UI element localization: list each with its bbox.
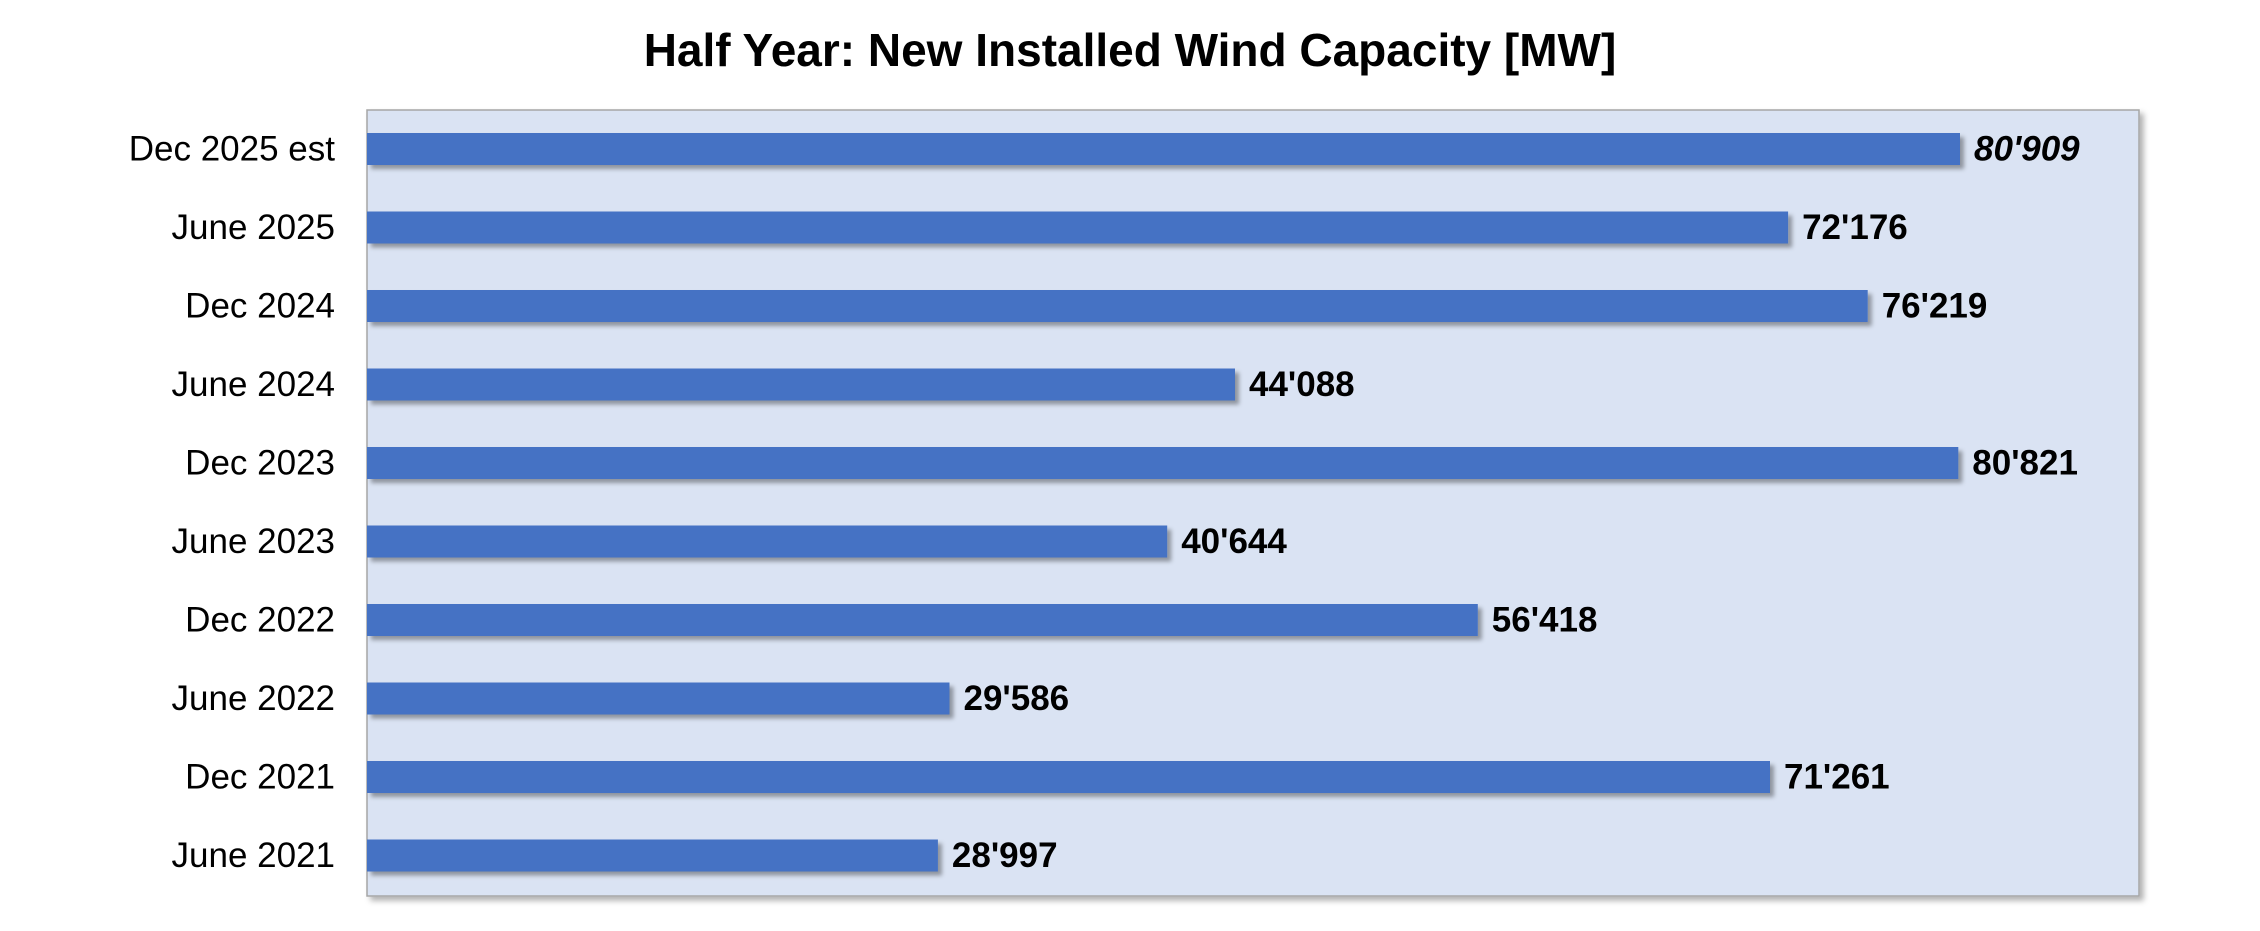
category-label-june-2022: June 2022	[172, 679, 335, 718]
category-label-dec-2022: Dec 2022	[185, 601, 335, 640]
bars-group	[367, 133, 1960, 872]
data-label-dec-2023: 80'821	[1972, 444, 2078, 483]
data-label-dec-2022: 56'418	[1492, 601, 1598, 640]
category-label-june-2024: June 2024	[172, 365, 335, 404]
bar-dec-2024	[367, 290, 1868, 322]
category-labels: Dec 2025 est June 2025 Dec 2024 June 2024 De…	[129, 130, 336, 876]
data-label-june-2025: 72'176	[1802, 208, 1908, 247]
bar-dec-2023	[367, 447, 1959, 479]
category-label-june-2021: June 2021	[172, 836, 335, 875]
category-label-dec-2024: Dec 2024	[185, 287, 335, 326]
bar-june-2024	[367, 368, 1235, 401]
bar-june-2022	[367, 682, 950, 715]
category-label-june-2023: June 2023	[172, 522, 335, 561]
data-label-dec-2021: 71'261	[1784, 758, 1890, 797]
category-label-dec-2021: Dec 2021	[185, 758, 335, 797]
category-label-dec-2023: Dec 2023	[185, 444, 335, 483]
bar-june-2025	[367, 211, 1789, 244]
bar-dec-2022	[367, 604, 1478, 636]
data-label-dec-2025-est: 80'909	[1974, 130, 2080, 169]
data-labels: 80'909 72'176 76'219 44'088 80'821 40'644 56'4…	[952, 130, 2080, 876]
category-label-june-2025: June 2025	[172, 208, 335, 247]
bar-dec-2021	[367, 761, 1770, 793]
data-label-dec-2024: 76'219	[1882, 287, 1988, 326]
data-label-june-2021: 28'997	[952, 836, 1058, 875]
bar-june-2023	[367, 525, 1168, 558]
chart-title: Half Year: New Installed Wind Capacity […	[644, 24, 1617, 76]
bar-dec-2025-est	[367, 133, 1960, 165]
data-label-june-2022: 29'586	[964, 679, 1070, 718]
bar-june-2021	[367, 839, 938, 872]
data-label-june-2023: 40'644	[1181, 522, 1287, 561]
data-label-june-2024: 44'088	[1249, 365, 1355, 404]
category-label-dec-2025-est: Dec 2025 est	[129, 130, 336, 169]
